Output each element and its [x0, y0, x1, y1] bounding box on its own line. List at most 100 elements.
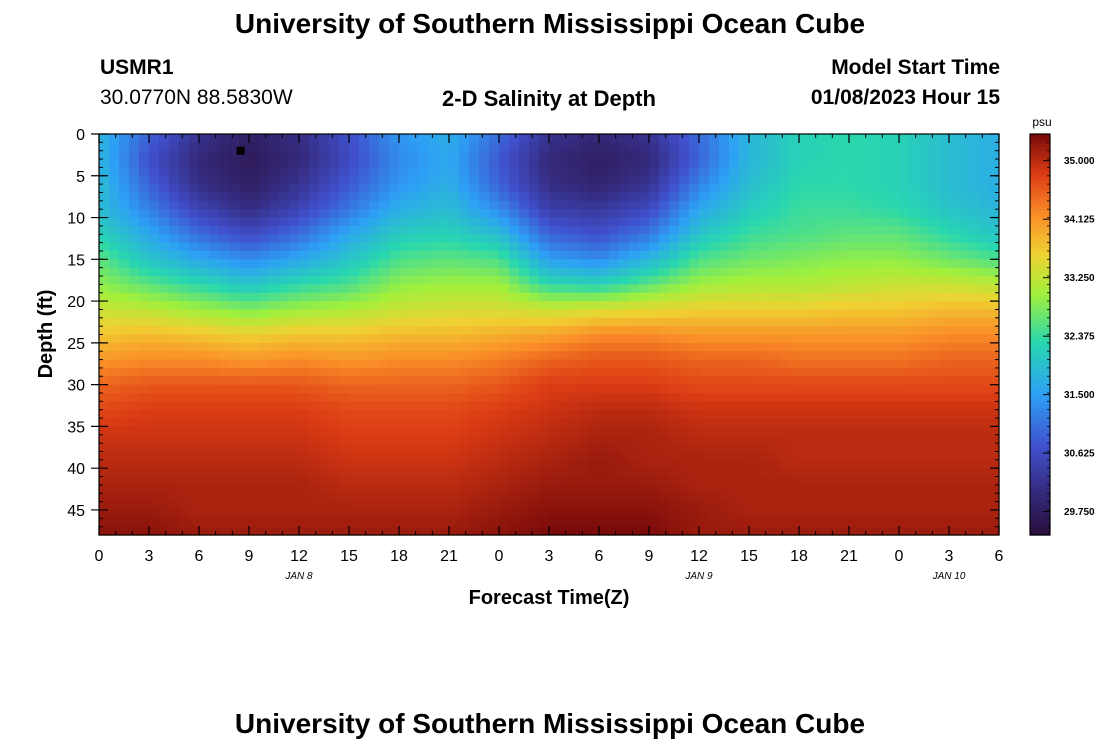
heatmap-cell — [109, 509, 120, 519]
heatmap-cell — [359, 175, 370, 185]
heatmap-cell — [749, 134, 760, 143]
heatmap-cell — [679, 284, 690, 294]
heatmap-cell — [699, 259, 710, 269]
heatmap-cell — [289, 301, 300, 311]
heatmap-cell — [589, 426, 600, 436]
heatmap-cell — [769, 501, 780, 511]
heatmap-cell — [519, 142, 530, 152]
heatmap-cell — [589, 175, 600, 185]
heatmap-cell — [909, 225, 920, 235]
heatmap-cell — [729, 409, 740, 419]
heatmap-cell — [359, 159, 370, 169]
heatmap-cell — [519, 476, 530, 486]
heatmap-cell — [599, 493, 610, 503]
heatmap-cell — [349, 192, 360, 202]
heatmap-cell — [709, 443, 720, 453]
heatmap-cell — [729, 284, 740, 294]
heatmap-cell — [509, 493, 520, 503]
heatmap-cell — [899, 292, 910, 302]
heatmap-cell — [109, 334, 120, 344]
heatmap-cell — [709, 376, 720, 386]
heatmap-cell — [949, 392, 960, 402]
heatmap-cell — [589, 200, 600, 210]
heatmap-cell — [419, 384, 430, 394]
heatmap-cell — [309, 250, 320, 260]
heatmap-cell — [639, 451, 650, 461]
heatmap-cell — [239, 192, 250, 202]
heatmap-cell — [209, 334, 220, 344]
heatmap-cell — [749, 509, 760, 519]
heatmap-cell — [379, 351, 390, 361]
heatmap-cell — [99, 317, 110, 327]
heatmap-cell — [299, 317, 310, 327]
heatmap-cell — [419, 443, 430, 453]
heatmap-cell — [399, 134, 410, 143]
heatmap-cell — [499, 443, 510, 453]
heatmap-cell — [449, 509, 460, 519]
heatmap-cell — [259, 276, 270, 285]
heatmap-cell — [179, 384, 190, 394]
heatmap-cell — [439, 501, 450, 511]
heatmap-cell — [689, 359, 700, 369]
heatmap-cell — [659, 401, 670, 411]
heatmap-cell — [449, 317, 460, 327]
heatmap-cell — [629, 434, 640, 444]
heatmap-cell — [659, 317, 670, 327]
heatmap-cell — [159, 401, 170, 411]
heatmap-cell — [329, 401, 340, 411]
heatmap-cell — [429, 301, 440, 311]
heatmap-cell — [349, 392, 360, 402]
x-tick-label: 21 — [840, 548, 858, 565]
heatmap-cell — [709, 484, 720, 494]
heatmap-cell — [229, 217, 240, 227]
heatmap-cell — [809, 242, 820, 252]
heatmap-cell — [809, 409, 820, 419]
heatmap-cell — [489, 426, 500, 436]
heatmap-cell — [199, 167, 210, 177]
heatmap-cell — [619, 159, 630, 169]
heatmap-cell — [659, 167, 670, 177]
heatmap-cell — [869, 367, 880, 377]
heatmap-cell — [269, 443, 280, 453]
heatmap-cell — [369, 334, 380, 344]
heatmap-cell — [699, 217, 710, 227]
heatmap-cell — [289, 142, 300, 152]
heatmap-cell — [819, 150, 830, 160]
heatmap-cell — [189, 401, 200, 411]
heatmap-cell — [179, 484, 190, 494]
heatmap-cell — [489, 509, 500, 519]
heatmap-cell — [299, 476, 310, 486]
heatmap-cell — [809, 267, 820, 277]
heatmap-cell — [379, 326, 390, 336]
heatmap-cell — [679, 292, 690, 302]
heatmap-cell — [459, 443, 470, 453]
heatmap-cell — [219, 309, 230, 319]
heatmap-cell — [489, 443, 500, 453]
heatmap-cell — [949, 250, 960, 260]
heatmap-cell — [949, 468, 960, 478]
heatmap-cell — [129, 392, 140, 402]
heatmap-cell — [179, 401, 190, 411]
heatmap-cell — [239, 351, 250, 361]
heatmap-cell — [129, 184, 140, 194]
heatmap-cell — [289, 184, 300, 194]
heatmap-cell — [339, 217, 350, 227]
heatmap-cell — [699, 292, 710, 302]
heatmap-cell — [899, 468, 910, 478]
heatmap-cell — [229, 259, 240, 269]
heatmap-cell — [259, 509, 270, 519]
heatmap-cell — [909, 259, 920, 269]
heatmap-cell — [829, 476, 840, 486]
heatmap-cell — [969, 326, 980, 336]
heatmap-cell — [269, 259, 280, 269]
heatmap-cell — [269, 359, 280, 369]
heatmap-cell — [919, 317, 930, 327]
heatmap-cell — [109, 209, 120, 219]
heatmap-cell — [149, 317, 160, 327]
heatmap-cell — [829, 351, 840, 361]
heatmap-cell — [139, 493, 150, 503]
heatmap-cell — [149, 284, 160, 294]
heatmap-cell — [869, 309, 880, 319]
heatmap-cell — [789, 175, 800, 185]
heatmap-cell — [609, 451, 620, 461]
